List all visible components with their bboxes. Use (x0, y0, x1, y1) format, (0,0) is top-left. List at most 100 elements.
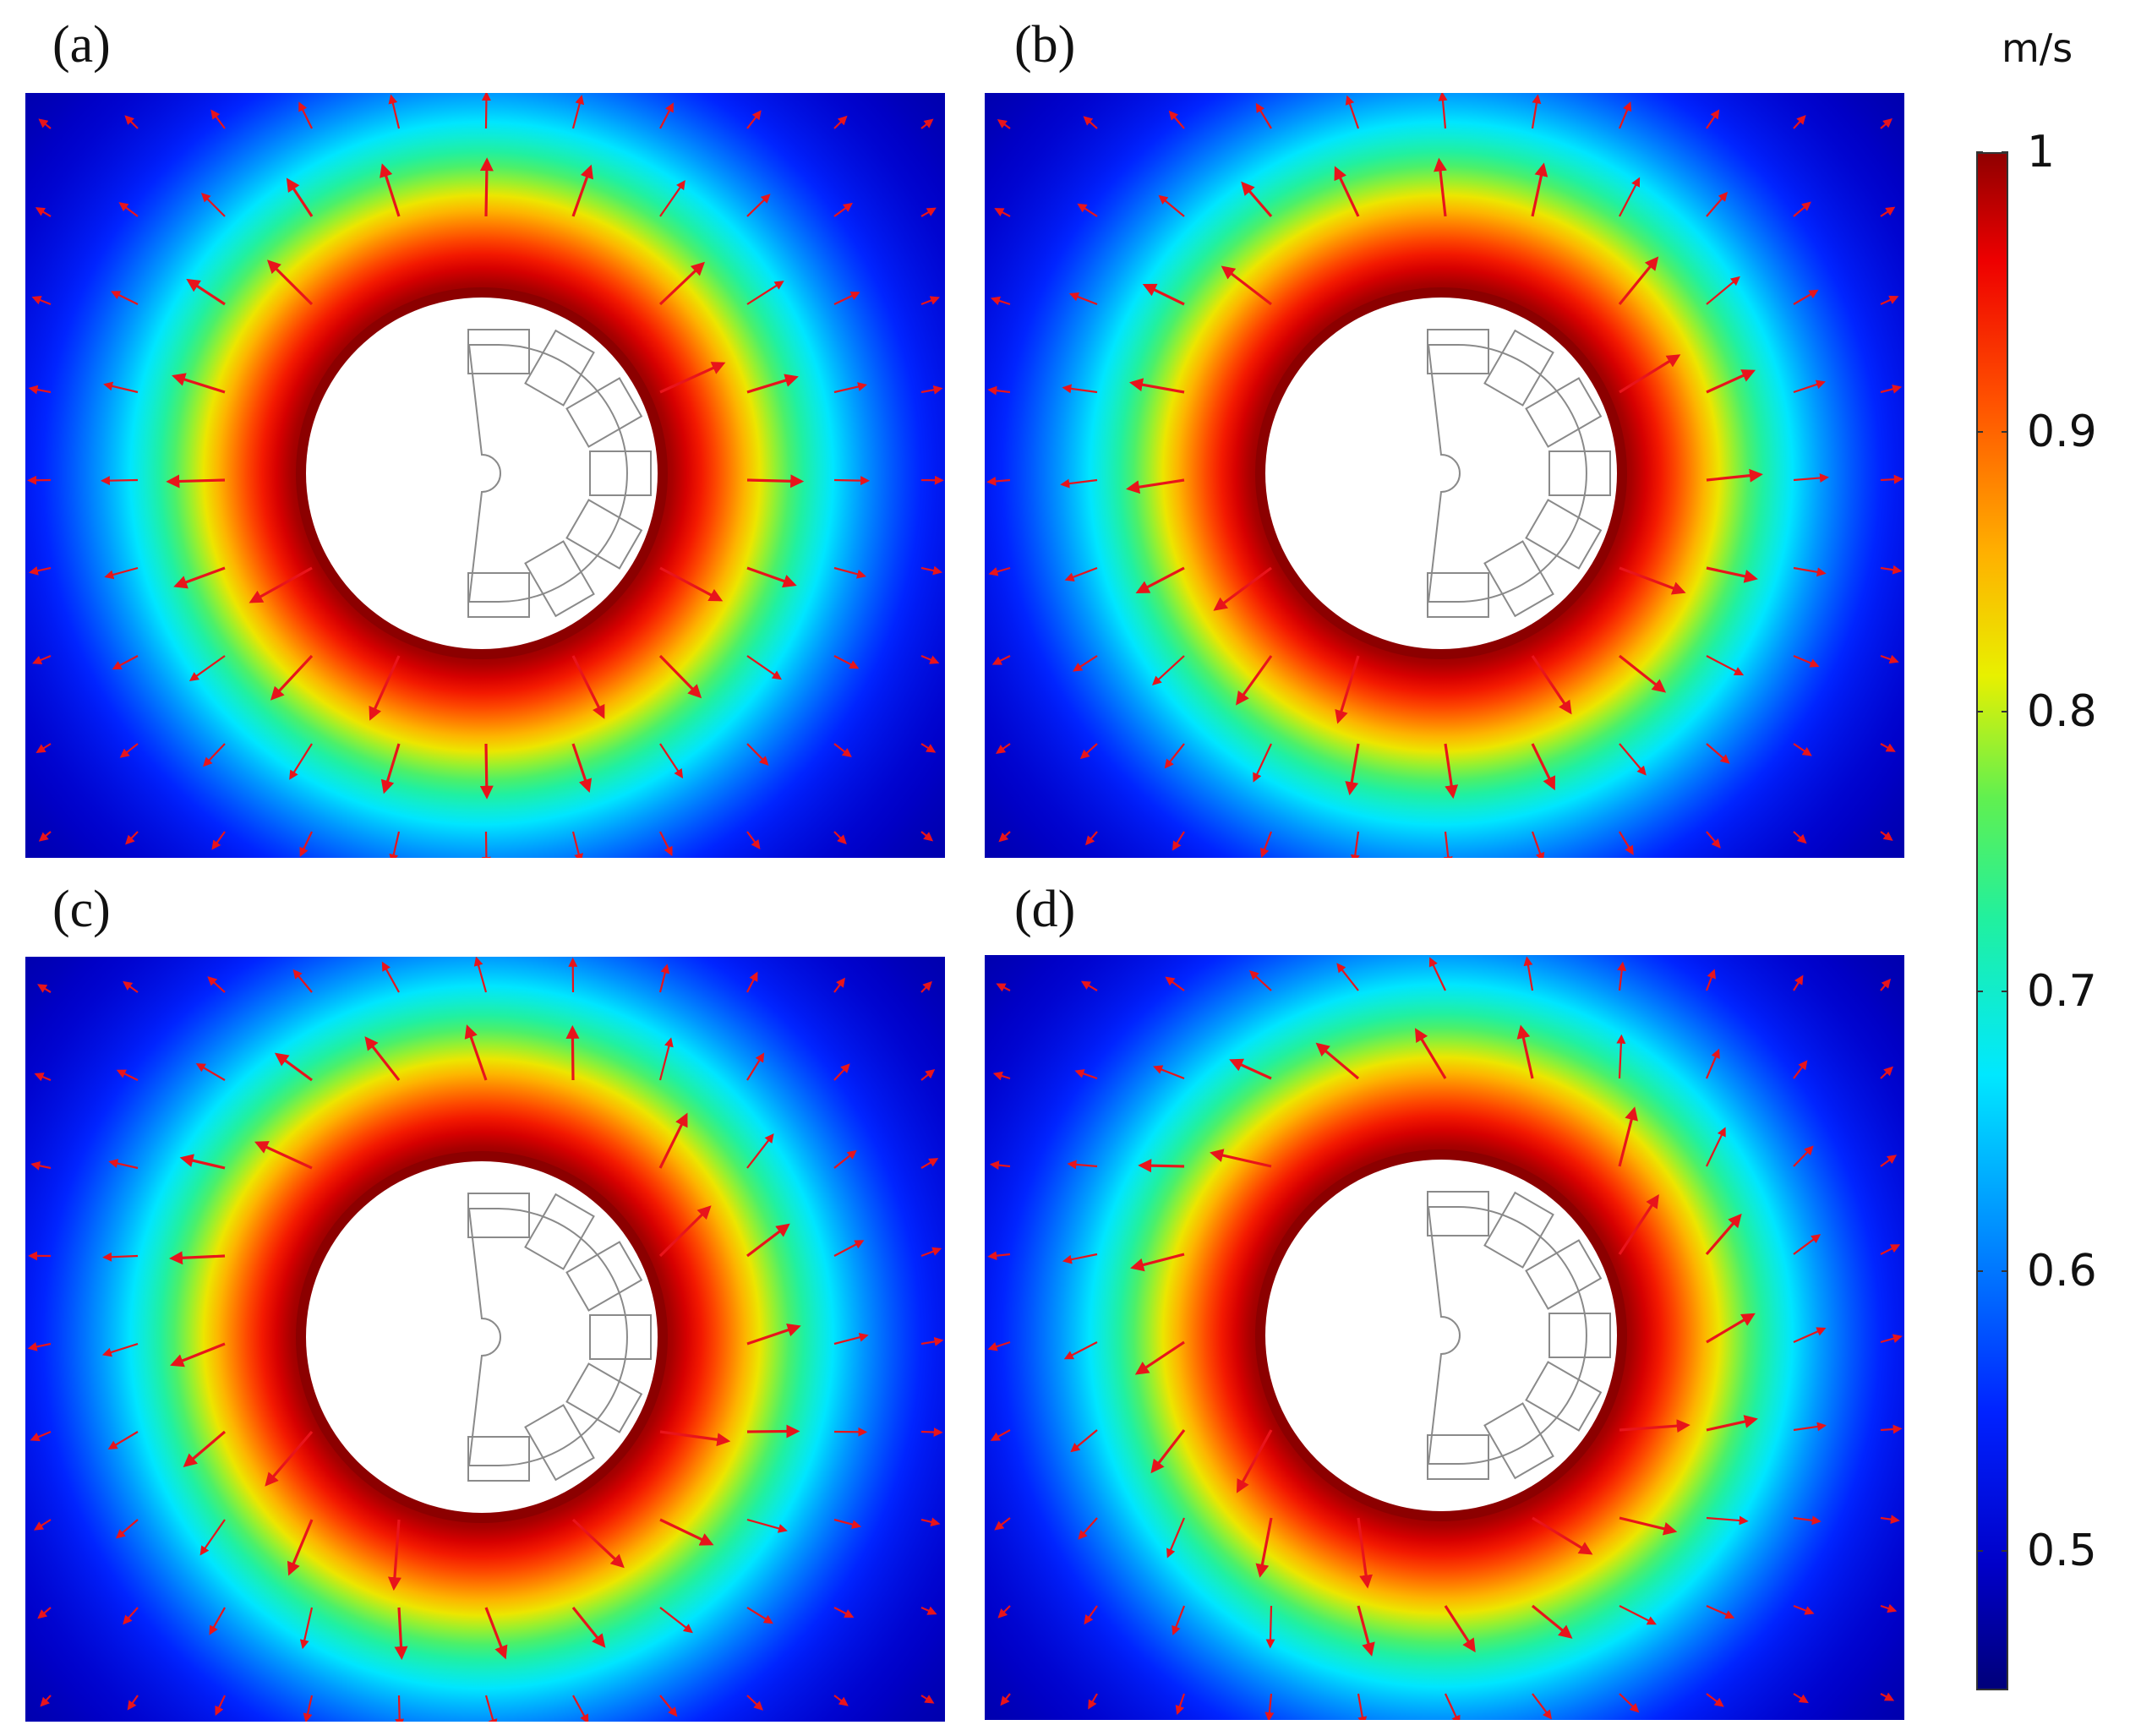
velocity-arrow (1706, 655, 1745, 676)
velocity-arrow (1063, 1341, 1098, 1360)
structure-block (1427, 572, 1489, 618)
velocity-arrow (746, 1518, 788, 1533)
velocity-arrow (103, 381, 139, 394)
velocity-arrow (1619, 1516, 1678, 1536)
velocity-arrow (1706, 831, 1721, 849)
velocity-arrow (1064, 566, 1098, 581)
velocity-arrow (1880, 978, 1892, 991)
velocity-arrow (1619, 354, 1681, 394)
velocity-arrow (1350, 831, 1360, 858)
velocity-arrow (298, 101, 313, 129)
velocity-arrow (1880, 1515, 1900, 1525)
colorbar-tick-label: 1 (2027, 127, 2056, 177)
velocity-arrow (1880, 1334, 1903, 1344)
velocity-arrow (1443, 831, 1453, 858)
velocity-arrow (833, 202, 853, 217)
velocity-arrow (389, 831, 401, 858)
velocity-arrow (209, 1607, 226, 1635)
velocity-arrow (658, 1037, 674, 1081)
velocity-arrow (833, 1149, 857, 1169)
velocity-arrow (1172, 831, 1185, 851)
velocity-arrows (987, 956, 1903, 1720)
velocity-arrow (27, 1342, 52, 1351)
velocity-arrow (30, 1430, 52, 1442)
velocity-arrow (571, 655, 605, 719)
velocity-arrow (1334, 166, 1360, 217)
velocity-arrow (920, 385, 943, 395)
velocity-arrow (303, 1695, 314, 1722)
velocity-arrow (1880, 385, 1903, 394)
velocity-arrow (833, 743, 852, 758)
velocity-arrow (1444, 743, 1459, 800)
velocity-arrow (746, 474, 805, 489)
velocity-arrows (986, 93, 1903, 858)
velocity-arrow (746, 1223, 790, 1258)
velocity-arrow (1880, 1692, 1895, 1701)
velocity-arrow (920, 980, 932, 993)
velocity-arrow (484, 1695, 498, 1722)
velocity-arrow (1357, 1605, 1375, 1657)
velocity-arrow (1523, 956, 1534, 991)
velocity-arrow (1165, 976, 1185, 991)
velocity-arrow (1705, 969, 1716, 991)
velocity-arrow (1619, 743, 1647, 776)
velocity-arrow (1793, 1234, 1821, 1255)
velocity-arrow (833, 382, 868, 394)
velocity-arrow (833, 1695, 849, 1706)
colorbar-tick-mark (2002, 710, 2008, 712)
velocity-arrow (1414, 1028, 1447, 1079)
velocity-arrow (1793, 566, 1827, 577)
velocity-arrow (387, 1519, 401, 1591)
velocity-arrow (1172, 1605, 1186, 1636)
velocity-arrow (987, 385, 1011, 396)
panel-svg (25, 957, 945, 1722)
colorbar-tick-mark (2002, 430, 2008, 433)
velocity-arrow (1073, 655, 1098, 672)
velocity-arrow (199, 1519, 226, 1556)
colorbar-tick-mark (2002, 1549, 2008, 1552)
velocity-arrow (1357, 1517, 1374, 1589)
velocity-arrow (1531, 655, 1572, 715)
velocity-arrow (1706, 1127, 1726, 1167)
velocity-arrow (1335, 655, 1360, 724)
velocity-arrow (32, 654, 52, 665)
velocity-arrow (1084, 1605, 1098, 1625)
velocity-arrow (1067, 1160, 1098, 1170)
velocity-arrow (833, 831, 847, 845)
velocity-arrow (1175, 1693, 1186, 1716)
velocity-arrow (991, 655, 1011, 665)
velocity-arrow (658, 261, 706, 306)
structure-block (565, 1241, 643, 1312)
structure-block (524, 1193, 595, 1270)
colorbar-tick-mark (1976, 151, 1983, 153)
velocity-arrow (473, 957, 488, 993)
velocity-arrow (1793, 473, 1829, 483)
velocity-arrow (1706, 1604, 1735, 1619)
velocity-arrow (1164, 743, 1185, 769)
velocity-arrow (1236, 655, 1273, 706)
structure-block (565, 1362, 643, 1433)
velocity-arrow (1444, 1605, 1476, 1653)
velocity-arrow (1793, 1604, 1815, 1615)
velocity-arrows (27, 957, 944, 1722)
velocity-arrow (1088, 1693, 1098, 1710)
velocity-arrow (746, 1424, 800, 1438)
velocity-arrow (1793, 974, 1804, 991)
structure-block (565, 377, 643, 448)
velocity-arrow (1531, 162, 1548, 217)
velocity-arrow (1706, 743, 1730, 764)
velocity-arrow (920, 1069, 936, 1081)
velocity-arrow (1616, 1034, 1626, 1079)
velocity-arrow (1130, 1253, 1185, 1272)
structure-block (1525, 1239, 1603, 1310)
velocity-arrow (994, 1517, 1011, 1531)
velocity-arrow (1255, 1517, 1273, 1578)
velocity-arrow (1880, 831, 1893, 841)
velocity-arrow (920, 296, 940, 306)
velocity-arrow (1880, 1155, 1898, 1167)
colorbar-tick-mark (1976, 990, 1983, 992)
velocity-arrow (1438, 93, 1448, 129)
velocity-arrow (381, 961, 400, 993)
velocity-arrow (1265, 1605, 1275, 1649)
velocity-arrow (990, 1429, 1011, 1441)
